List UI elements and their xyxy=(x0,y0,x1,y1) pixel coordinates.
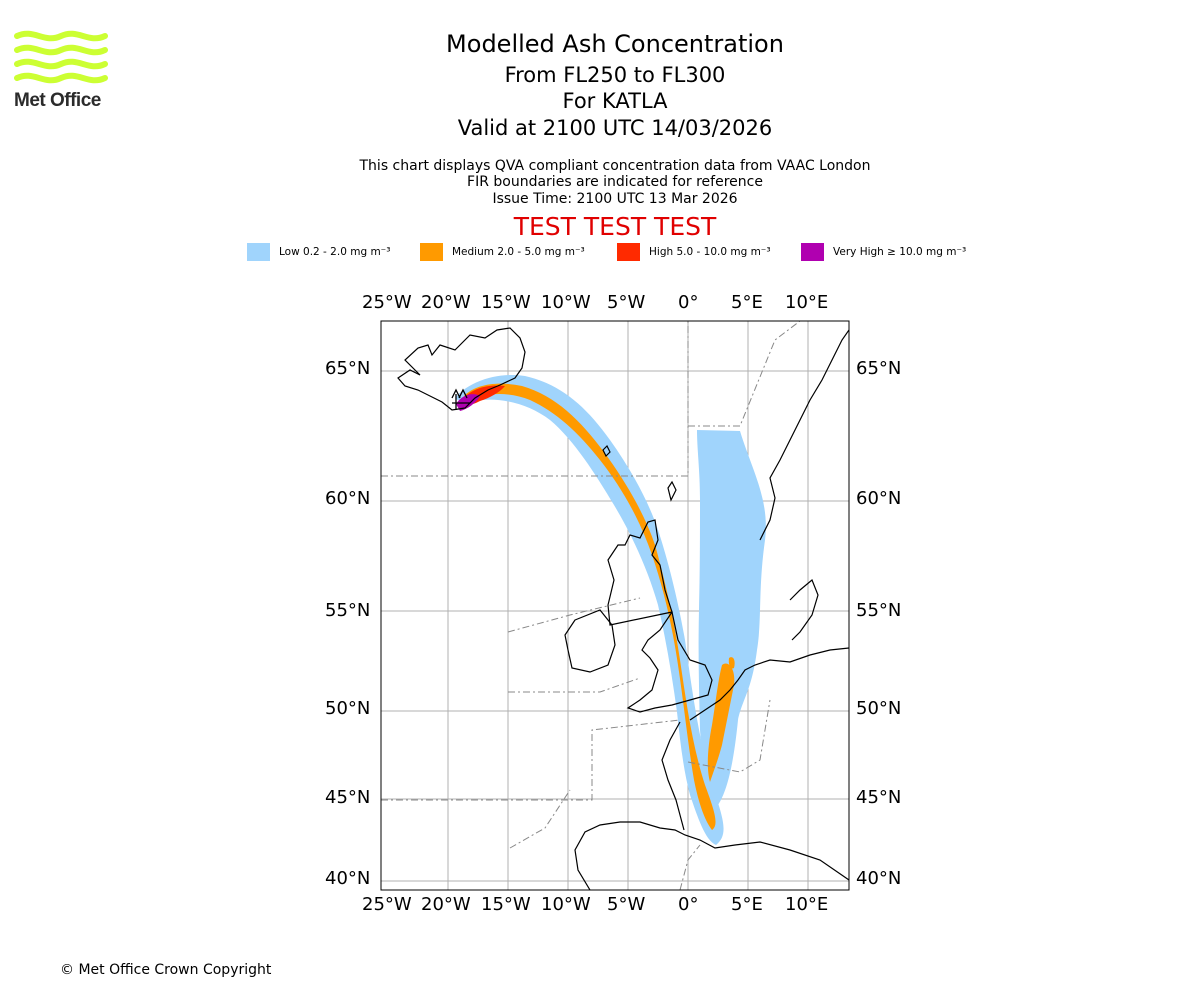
legend-swatch-medium xyxy=(420,243,443,261)
legend-label-low: Low 0.2 - 2.0 mg m⁻³ xyxy=(279,246,391,258)
test-banner: TEST TEST TEST xyxy=(513,212,717,241)
lat-label-left: 45°N xyxy=(325,787,371,808)
lon-label-bottom: 0° xyxy=(678,894,699,915)
copyright: © Met Office Crown Copyright xyxy=(60,962,272,978)
issue-time: Issue Time: 2100 UTC 13 Mar 2026 xyxy=(492,191,738,207)
legend-swatch-high xyxy=(617,243,640,261)
lat-label-left: 60°N xyxy=(325,488,371,509)
fir-boundaries xyxy=(381,321,801,890)
legend-item-high: High 5.0 - 10.0 mg m⁻³ xyxy=(617,243,771,261)
katla-volcano-marker-icon xyxy=(451,388,470,410)
lon-label-bottom: 15°W xyxy=(481,894,531,915)
lon-label-top: 25°W xyxy=(362,292,412,313)
volcano-name: For KATLA xyxy=(562,89,668,113)
subtitle-qva: This chart displays QVA compliant concen… xyxy=(359,158,871,174)
iceland-coast xyxy=(397,327,526,411)
ash-low-secondary xyxy=(697,430,766,805)
faroe-islands xyxy=(602,444,611,458)
graticule xyxy=(381,321,849,890)
england-coast xyxy=(626,610,713,713)
lat-label-left: 55°N xyxy=(325,600,371,621)
shetland-islands xyxy=(667,480,677,502)
legend-item-low: Low 0.2 - 2.0 mg m⁻³ xyxy=(247,243,390,261)
norway-coast xyxy=(759,329,849,541)
lon-label-top: 5°E xyxy=(731,292,763,313)
chart-title: Modelled Ash Concentration xyxy=(446,30,784,58)
legend-label-high: High 5.0 - 10.0 mg m⁻³ xyxy=(649,246,771,258)
lon-label-top: 10°W xyxy=(541,292,591,313)
lon-label-top: 15°W xyxy=(481,292,531,313)
met-office-logo-text: Met Office xyxy=(14,90,101,111)
lon-label-bottom: 5°W xyxy=(607,894,646,915)
lat-label-left: 50°N xyxy=(325,698,371,719)
france-west-coast xyxy=(661,721,685,831)
lon-label-bottom: 10°E xyxy=(785,894,829,915)
lon-label-bottom: 25°W xyxy=(362,894,412,915)
continent-coast xyxy=(574,647,849,890)
lon-label-top: 20°W xyxy=(421,292,471,313)
subtitle-fir: FIR boundaries are indicated for referen… xyxy=(467,174,763,190)
lat-label-right: 40°N xyxy=(856,868,902,889)
map-frame xyxy=(380,320,850,891)
scotland-coast xyxy=(607,519,673,626)
lon-label-bottom: 5°E xyxy=(731,894,763,915)
coastlines xyxy=(397,327,849,890)
lon-label-top: 0° xyxy=(678,292,699,313)
lat-label-right: 65°N xyxy=(856,358,902,379)
met-office-logo-waves-icon xyxy=(14,30,108,84)
valid-time: Valid at 2100 UTC 14/03/2026 xyxy=(457,116,773,140)
lon-label-bottom: 10°W xyxy=(541,894,591,915)
lat-label-right: 55°N xyxy=(856,600,902,621)
legend-item-very-high: Very High ≥ 10.0 mg m⁻³ xyxy=(801,243,966,261)
denmark-coast xyxy=(789,579,819,641)
legend-swatch-very-high xyxy=(801,243,824,261)
lat-label-right: 60°N xyxy=(856,488,902,509)
legend-label-very-high: Very High ≥ 10.0 mg m⁻³ xyxy=(833,246,967,258)
lat-label-left: 65°N xyxy=(325,358,371,379)
lat-label-left: 40°N xyxy=(325,868,371,889)
lon-label-top: 10°E xyxy=(785,292,829,313)
flight-level-range: From FL250 to FL300 xyxy=(504,63,726,87)
legend-label-medium: Medium 2.0 - 5.0 mg m⁻³ xyxy=(452,246,585,258)
legend-item-medium: Medium 2.0 - 5.0 mg m⁻³ xyxy=(420,243,585,261)
lat-label-right: 50°N xyxy=(856,698,902,719)
lon-label-top: 5°W xyxy=(607,292,646,313)
lat-label-right: 45°N xyxy=(856,787,902,808)
lon-label-bottom: 20°W xyxy=(421,894,471,915)
ash-medium-spot xyxy=(728,657,735,669)
ash-plume xyxy=(455,374,766,845)
ireland-coast xyxy=(564,609,616,673)
legend-swatch-low xyxy=(247,243,270,261)
